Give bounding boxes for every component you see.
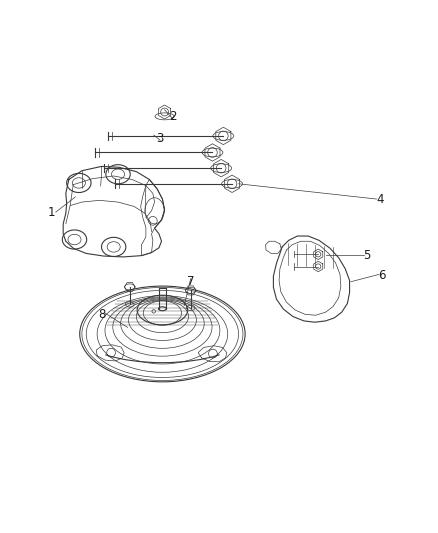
Text: 7: 7 bbox=[187, 275, 194, 288]
Text: 3: 3 bbox=[156, 132, 164, 144]
Text: 2: 2 bbox=[170, 110, 177, 123]
Text: 8: 8 bbox=[98, 308, 105, 321]
Text: 1: 1 bbox=[48, 206, 55, 219]
Text: 6: 6 bbox=[378, 269, 386, 282]
Text: 5: 5 bbox=[363, 249, 371, 262]
Text: 4: 4 bbox=[376, 192, 384, 206]
